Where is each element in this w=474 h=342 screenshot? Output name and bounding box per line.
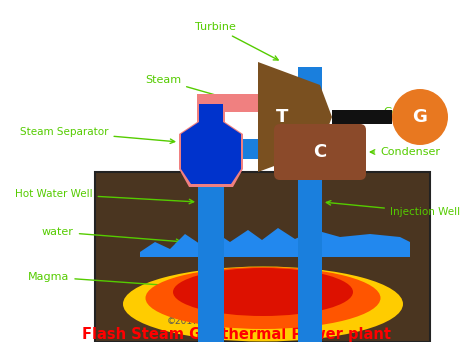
Text: Flash Steam Geothermal Power plant: Flash Steam Geothermal Power plant (82, 328, 392, 342)
Polygon shape (258, 62, 332, 172)
Bar (298, 67, 322, 157)
Text: Hot Water Well: Hot Water Well (15, 189, 194, 204)
Text: Injection Well: Injection Well (326, 201, 460, 217)
Bar (95, 172, 430, 342)
Text: ©2017mechanicalbooster.com: ©2017mechanicalbooster.com (167, 317, 307, 327)
Text: C: C (313, 143, 327, 161)
Ellipse shape (123, 266, 403, 342)
Text: water: water (42, 227, 181, 244)
Bar (198, 157, 224, 342)
Polygon shape (181, 104, 241, 184)
Ellipse shape (146, 267, 381, 329)
Bar (332, 110, 392, 124)
FancyBboxPatch shape (274, 124, 366, 180)
Polygon shape (140, 228, 410, 257)
Polygon shape (179, 94, 243, 187)
Bar (258, 112, 276, 126)
Bar (298, 157, 322, 342)
Text: Steam: Steam (145, 75, 229, 100)
Bar (225, 94, 276, 112)
Text: Turbine: Turbine (194, 22, 278, 60)
Bar (243, 139, 274, 159)
Circle shape (392, 89, 448, 145)
Text: T: T (276, 108, 288, 126)
Text: G: G (412, 108, 428, 126)
Ellipse shape (173, 268, 353, 316)
Text: Generator: Generator (383, 107, 447, 118)
Text: Steam Separator: Steam Separator (20, 127, 175, 143)
Text: Condenser: Condenser (370, 147, 440, 157)
Text: Magma: Magma (28, 272, 186, 289)
